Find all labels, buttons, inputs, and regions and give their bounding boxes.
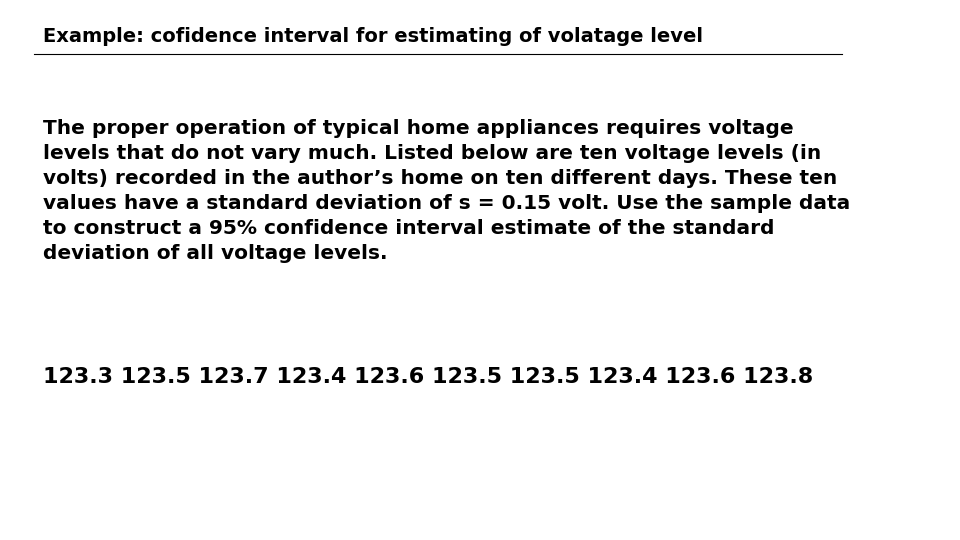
Text: The proper operation of typical home appliances requires voltage
levels that do : The proper operation of typical home app… [43, 119, 851, 263]
Text: Example: cofidence interval for estimating of volatage level: Example: cofidence interval for estimati… [43, 27, 703, 46]
Text: 123.3 123.5 123.7 123.4 123.6 123.5 123.5 123.4 123.6 123.8: 123.3 123.5 123.7 123.4 123.6 123.5 123.… [43, 367, 813, 387]
